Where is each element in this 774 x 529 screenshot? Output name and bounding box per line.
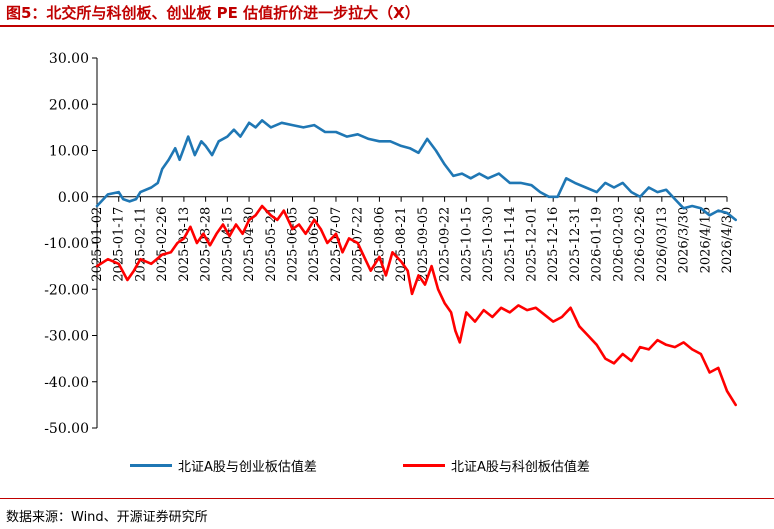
x-tick-label: 2025-07-07 <box>329 207 344 282</box>
legend-item-series-2: 北证A股与科创板估值差 <box>403 455 590 475</box>
x-tick-label: 2025-01-17 <box>112 207 127 282</box>
x-axis: 2025-01-02 2025-01-17 2025-02-11 2025-02-26… <box>90 196 735 282</box>
x-tick-label: 2025-11-14 <box>503 207 518 282</box>
y-tick-label: -10.00 <box>44 236 89 252</box>
x-tick-label: 2026/4/15 <box>698 207 713 274</box>
data-source: 数据来源：Wind、开源证券研究所 <box>6 510 208 525</box>
x-tick-label: 2025-09-05 <box>416 207 431 282</box>
y-tick-label: 30.00 <box>49 51 89 67</box>
x-tick-label: 2025-05-21 <box>264 207 279 282</box>
x-tick-label: 2025-12-01 <box>524 207 539 282</box>
chart-title: 图5：北交所与科创板、创业板 PE 估值折价进一步拉大（X） <box>6 4 420 22</box>
footer-divider <box>0 498 774 499</box>
series-line-2 <box>95 204 738 407</box>
series-layer <box>95 119 738 407</box>
series-line-1 <box>95 119 738 222</box>
x-tick-label: 2026/3/30 <box>677 207 692 274</box>
legend-swatch-series-1 <box>130 463 172 467</box>
x-tick-label: 2025-06-20 <box>307 207 322 282</box>
x-tick-label: 2025-02-11 <box>133 207 148 282</box>
y-tick-label: -50.00 <box>44 421 89 437</box>
x-tick-label: 2025-04-15 <box>220 207 235 282</box>
y-tick-label: 20.00 <box>49 97 89 113</box>
line-chart: 30.00 20.00 10.00 0.00 -10.00 -20.00 -30.00 -40… <box>44 51 738 437</box>
x-tick-label: 2025-02-26 <box>155 207 170 282</box>
x-tick-label: 2025-01-02 <box>90 207 105 282</box>
y-tick-label: -30.00 <box>44 329 89 345</box>
title-divider <box>0 25 774 27</box>
x-tick-label: 2025-12-31 <box>568 207 583 282</box>
y-tick-label: -40.00 <box>44 375 89 391</box>
x-tick-label: 2025-09-22 <box>438 207 453 282</box>
x-tick-label: 2025-03-28 <box>199 207 214 282</box>
x-tick-label: 2026/4/30 <box>720 207 735 274</box>
x-tick-label: 2025-08-21 <box>394 207 409 282</box>
y-tick-label: 0.00 <box>58 190 89 206</box>
x-tick-label: 2026-02-03 <box>611 207 626 282</box>
legend-label-series-1: 北证A股与创业板估值差 <box>178 459 317 475</box>
x-tick-label: 2025-10-30 <box>481 207 496 282</box>
y-tick-label: -20.00 <box>44 282 89 298</box>
x-tick-label: 2025-03-13 <box>177 207 192 282</box>
legend-label-series-2: 北证A股与科创板估值差 <box>451 459 590 475</box>
x-tick-label: 2026-02-26 <box>633 207 648 282</box>
x-tick-label: 2025-12-16 <box>546 207 561 282</box>
legend-item-series-1: 北证A股与创业板估值差 <box>130 455 317 475</box>
x-tick-label: 2026-01-19 <box>590 207 605 282</box>
x-tick-label: 2025-10-15 <box>459 207 474 282</box>
legend-swatch-series-2 <box>403 463 445 467</box>
y-axis: 30.00 20.00 10.00 0.00 -10.00 -20.00 -30.00 -40… <box>44 51 98 437</box>
y-tick-label: 10.00 <box>49 144 89 160</box>
x-tick-label: 2026/03/13 <box>655 207 670 282</box>
